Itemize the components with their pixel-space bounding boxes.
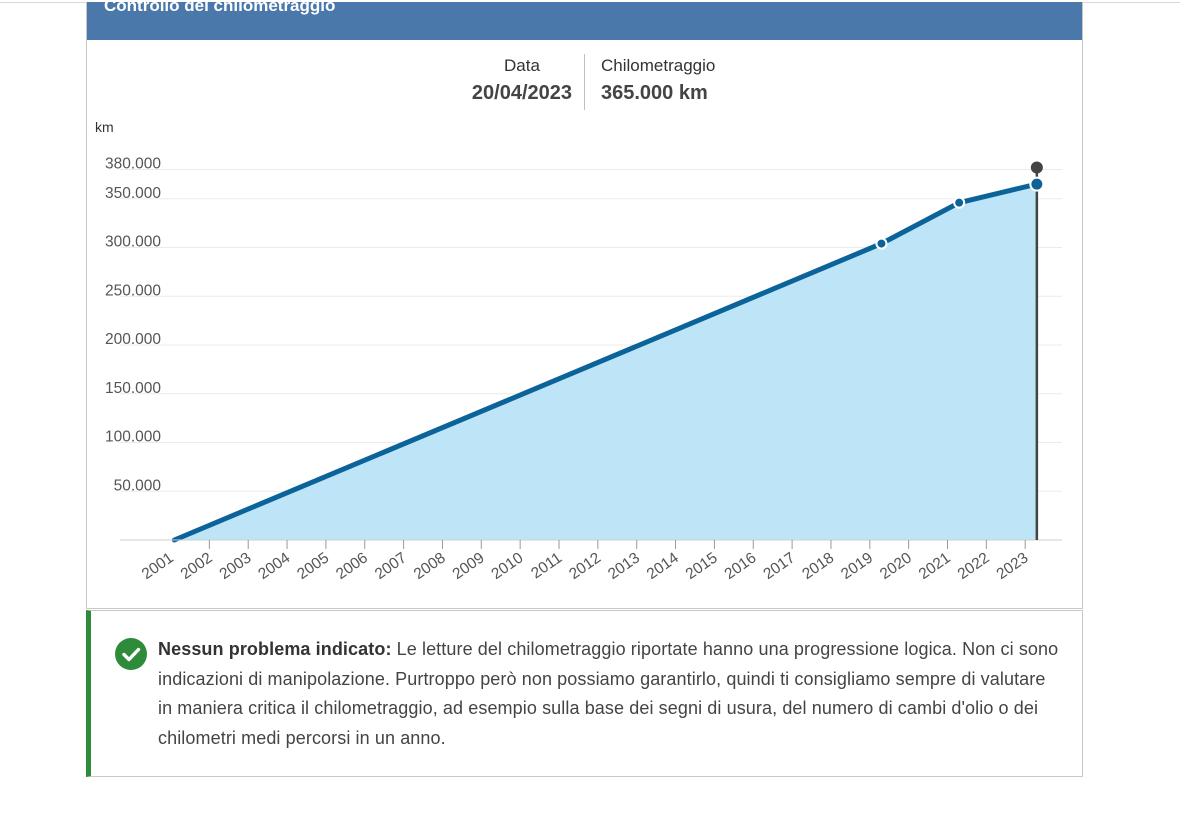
- summary-mileage: Chilometraggio 365.000 km: [601, 54, 715, 108]
- current-marker-dot: [1030, 161, 1043, 174]
- x-tick-label: 2021: [916, 549, 954, 583]
- mileage-summary: Data 20/04/2023 Chilometraggio 365.000 k…: [87, 54, 1082, 112]
- data-point: [1029, 176, 1045, 192]
- x-tick-label: 2019: [838, 549, 876, 583]
- data-point: [953, 196, 966, 209]
- x-tick-label: 2013: [605, 549, 643, 583]
- mileage-chart: 50.000 100.000 150.000 200.000 250.000 300.00…: [95, 119, 1062, 583]
- x-tick-label: 2008: [411, 549, 449, 583]
- x-tick-label: 2017: [760, 549, 798, 583]
- x-tick-label: 2009: [450, 549, 488, 583]
- mileage-line: [171, 181, 1040, 543]
- notice-bold-text: Nessun problema indicato:: [158, 639, 392, 659]
- y-tick-label: 350.000: [105, 185, 161, 202]
- x-tick-label: 2002: [178, 549, 216, 583]
- x-tick-label: 2016: [722, 549, 760, 583]
- x-tick-label: 2001: [139, 549, 177, 583]
- y-axis-label: km: [95, 119, 114, 135]
- x-tick-label: 2020: [877, 549, 915, 583]
- x-tick-label: 2022: [955, 549, 993, 583]
- y-tick-label: 380.000: [105, 156, 161, 173]
- y-tick-label: 50.000: [114, 477, 162, 494]
- x-tick-label: 2012: [566, 549, 604, 583]
- x-tick-label: 2023: [993, 549, 1031, 583]
- x-tick-label: 2004: [255, 549, 293, 583]
- mileage-label: Chilometraggio: [601, 56, 716, 75]
- x-tick-label: 2006: [333, 549, 371, 583]
- summary-divider: [584, 54, 585, 110]
- check-circle-icon: [115, 638, 147, 670]
- x-tick-label: 2018: [799, 549, 837, 583]
- x-tick-label: 2014: [644, 549, 682, 583]
- y-tick-label: 150.000: [105, 380, 161, 397]
- notice-message: Nessun problema indicato: Le letture del…: [158, 635, 1063, 753]
- panel-header: Controllo del chilometraggio: [87, 2, 1082, 40]
- x-tick-label: 2010: [488, 549, 526, 583]
- status-notice: Nessun problema indicato: Le letture del…: [86, 610, 1083, 777]
- y-tick-label: 200.000: [105, 331, 161, 348]
- notice-body-text: Le letture del chilometraggio riportate …: [158, 639, 1059, 748]
- x-tick-label: 2015: [683, 549, 721, 583]
- data-point: [875, 237, 888, 250]
- panel-title: Controllo del chilometraggio: [104, 2, 336, 15]
- x-tick-label: 2005: [294, 549, 332, 583]
- y-tick-label: 100.000: [105, 429, 161, 446]
- y-tick-label: 250.000: [105, 282, 161, 299]
- date-value: 20/04/2023: [471, 82, 572, 104]
- date-label: Data: [503, 56, 540, 75]
- x-tick-label: 2011: [528, 549, 565, 582]
- x-tick-label: 2003: [216, 549, 254, 583]
- y-tick-label: 300.000: [105, 234, 161, 251]
- x-tick-label: 2007: [372, 549, 410, 583]
- summary-date: Data 20/04/2023: [472, 54, 572, 108]
- mileage-value: 365.000 km: [601, 82, 708, 104]
